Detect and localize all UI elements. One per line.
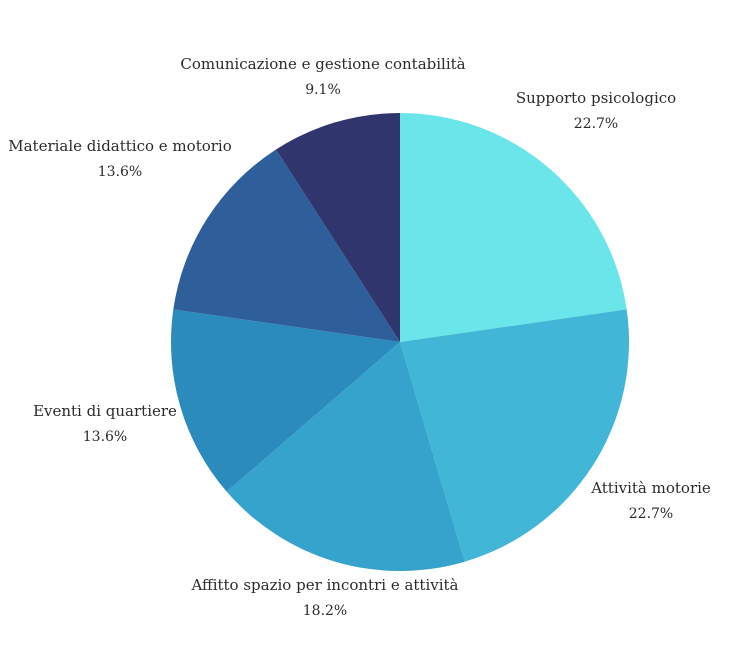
slice-label-1: Supporto psicologico [516,89,676,107]
pie-slice-5 [173,149,400,342]
pie-slice-3 [226,342,465,572]
slice-label-5: Materiale didattico e motorio [8,137,232,155]
slice-percent-4: 13.6% [83,429,127,445]
slice-label-2: Attività motorie [590,479,711,497]
slice-label-4: Eventi di quartiere [33,402,177,420]
slice-label-3: Affitto spazio per incontri e attività [190,576,458,594]
slice-percent-5: 13.6% [98,164,142,180]
pie-labels: Supporto psicologico 22.7% Attività motori… [8,55,711,619]
slice-percent-2: 22.7% [629,506,673,522]
pie-slice-4 [171,309,400,492]
slice-label-6: Comunicazione e gestione contabilità [180,55,465,73]
slice-percent-3: 18.2% [303,603,347,619]
pie-slice-2 [400,309,629,562]
slice-percent-1: 22.7% [574,116,618,132]
pie-slices [171,113,629,572]
slice-percent-6: 9.1% [305,82,341,98]
pie-slice-6 [275,113,400,342]
pie-slice-1 [400,113,627,342]
